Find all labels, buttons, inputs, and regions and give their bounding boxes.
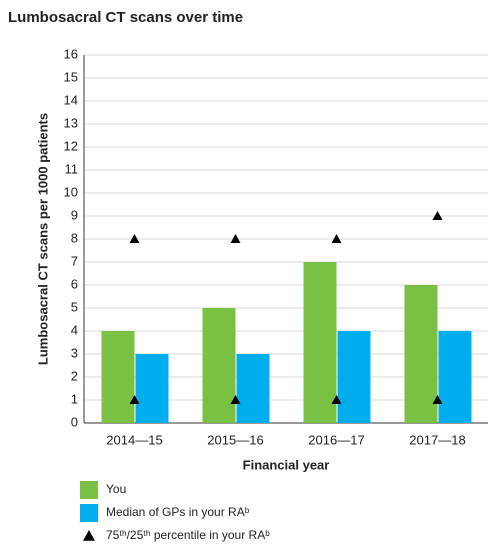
y-tick-label: 15: [64, 69, 78, 84]
legend-label: Median of GPs in your RAᵇ: [106, 505, 250, 519]
y-tick-label: 6: [71, 276, 78, 291]
x-axis-label: Financial year: [243, 457, 330, 472]
x-tick-label: 2014—15: [106, 432, 162, 447]
y-tick-label: 2: [71, 368, 78, 383]
y-tick-label: 14: [64, 92, 78, 107]
x-tick-label: 2016—17: [308, 432, 364, 447]
bar: [236, 354, 270, 423]
y-tick-label: 5: [71, 299, 78, 314]
y-tick-label: 7: [71, 253, 78, 268]
y-axis-label: Lumbosacral CT scans per 1000 patients: [35, 113, 50, 365]
y-tick-label: 9: [71, 207, 78, 222]
percentile-marker: [129, 234, 140, 243]
percentile-marker: [432, 395, 443, 404]
percentile-marker: [230, 395, 241, 404]
percentile-marker: [230, 234, 241, 243]
legend-marker: [83, 530, 95, 541]
y-tick-label: 16: [64, 46, 78, 61]
bar: [303, 262, 337, 423]
y-tick-label: 4: [71, 322, 78, 337]
x-tick-label: 2015—16: [207, 432, 263, 447]
chart-title: Lumbosacral CT scans over time: [8, 9, 243, 26]
y-tick-label: 3: [71, 345, 78, 360]
legend-label: You: [106, 482, 126, 496]
y-tick-label: 11: [65, 161, 79, 176]
bar: [202, 308, 236, 423]
percentile-marker: [129, 395, 140, 404]
legend-label: 75ᵗʰ/25ᵗʰ percentile in your RAᵇ: [106, 528, 270, 542]
y-tick-label: 13: [64, 115, 78, 130]
x-tick-label: 2017—18: [409, 432, 465, 447]
y-tick-label: 12: [64, 138, 78, 153]
bar: [337, 331, 371, 423]
bar: [101, 331, 135, 423]
y-tick-label: 10: [64, 184, 78, 199]
percentile-marker: [331, 395, 342, 404]
bar: [404, 285, 438, 423]
percentile-marker: [432, 211, 443, 220]
percentile-marker: [331, 234, 342, 243]
bar: [438, 331, 472, 423]
y-tick-label: 8: [71, 230, 78, 245]
y-tick-label: 1: [71, 391, 78, 406]
legend-swatch: [80, 481, 98, 499]
y-tick-label: 0: [71, 414, 78, 429]
bar: [135, 354, 169, 423]
legend-swatch: [80, 504, 98, 522]
